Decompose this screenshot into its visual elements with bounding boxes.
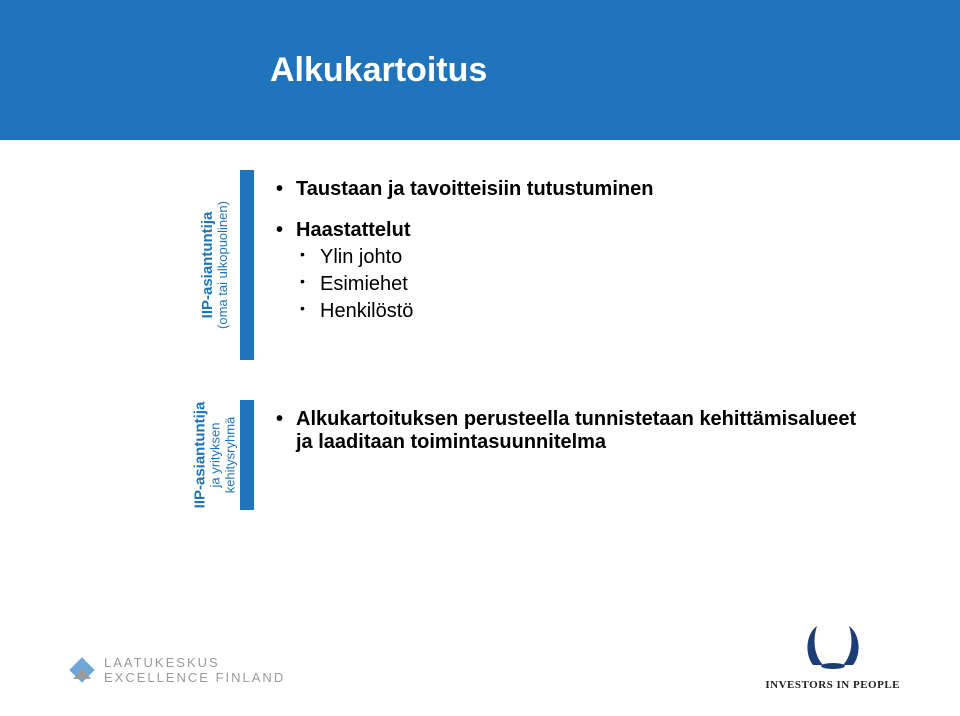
footer-left-line1: LAATUKESKUS bbox=[104, 655, 285, 671]
block-1-item-1-sub-1: Esimiehet bbox=[300, 273, 860, 296]
diamond-icon bbox=[70, 658, 94, 682]
block-1-item-1-sub-0: Ylin johto bbox=[300, 246, 860, 269]
block-2-item-0: Alkukartoituksen perusteella tunnistetaa… bbox=[276, 408, 860, 454]
block-2-label-main: IIP-asiantuntija bbox=[191, 402, 208, 509]
footer-right-text: INVESTORS IN PEOPLE bbox=[765, 679, 900, 691]
block-1-item-0: Taustaan ja tavoitteisiin tutustuminen bbox=[276, 178, 860, 201]
logo-investors-in-people: INVESTORS IN PEOPLE bbox=[765, 620, 900, 691]
content-area: IIP-asiantuntija (oma tai ulkopuolinen) … bbox=[0, 140, 960, 510]
wreath-icon bbox=[801, 620, 865, 670]
footer: LAATUKESKUS EXCELLENCE FINLAND INVESTORS… bbox=[0, 616, 960, 696]
block-1-bar bbox=[240, 170, 254, 360]
block-1-body: Taustaan ja tavoitteisiin tutustuminen H… bbox=[276, 170, 860, 360]
header-bar: Alkukartoitus bbox=[0, 0, 960, 140]
block-2: IIP-asiantuntija ja yrityksen kehitysryh… bbox=[190, 400, 860, 510]
block-1-label-sub: (oma tai ulkopuolinen) bbox=[216, 201, 231, 329]
block-1-item-1: Haastattelut bbox=[276, 219, 860, 242]
block-2-bar bbox=[240, 400, 254, 510]
block-2-body: Alkukartoituksen perusteella tunnistetaa… bbox=[276, 400, 860, 510]
block-2-sidelabel: IIP-asiantuntija ja yrityksen kehitysryh… bbox=[190, 400, 240, 510]
block-1-sidelabel: IIP-asiantuntija (oma tai ulkopuolinen) bbox=[190, 170, 240, 360]
logo-laatukeskus: LAATUKESKUS EXCELLENCE FINLAND bbox=[70, 655, 285, 686]
block-2-label-sub-1: kehitysryhmä bbox=[223, 417, 238, 494]
block-1-label-main: IIP-asiantuntija bbox=[199, 212, 216, 319]
block-1: IIP-asiantuntija (oma tai ulkopuolinen) … bbox=[190, 170, 860, 360]
page-title: Alkukartoitus bbox=[270, 51, 487, 90]
footer-left-line2: EXCELLENCE FINLAND bbox=[104, 670, 285, 686]
block-2-label-sub-0: ja yrityksen bbox=[208, 422, 223, 487]
block-1-item-1-sub-2: Henkilöstö bbox=[300, 300, 860, 323]
